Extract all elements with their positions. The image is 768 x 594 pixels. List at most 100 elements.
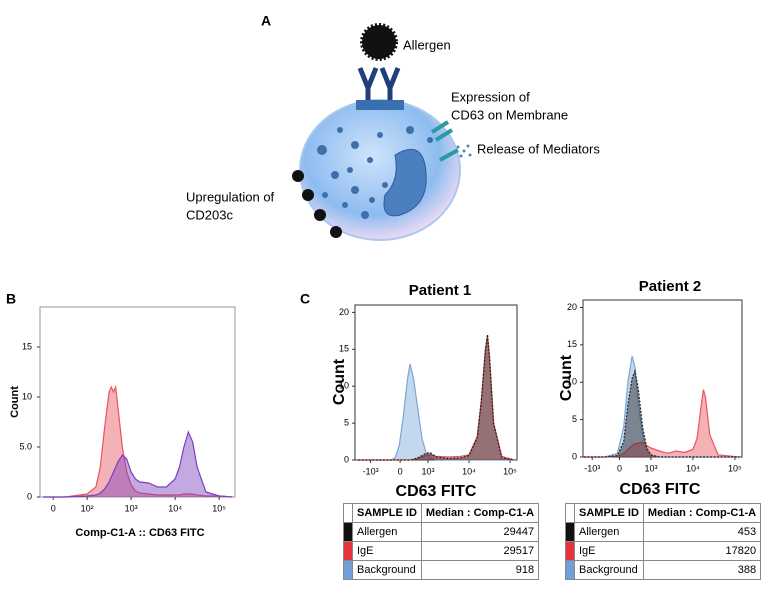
x-tick-label: 0: [51, 503, 56, 513]
median-value: 918: [420, 560, 540, 580]
annotation: Allergen: [403, 37, 451, 52]
sample-id: Background: [352, 560, 422, 580]
y-tick-label: 0: [344, 454, 349, 464]
x-tick-label: 10⁵: [503, 466, 517, 476]
header-cell: Median : Comp-C1-A: [420, 503, 540, 523]
x-axis-label: CD63 FITC: [396, 483, 477, 500]
panel-label: C: [300, 291, 310, 307]
table-row: Background 388: [565, 560, 762, 580]
table-row: IgE 17820: [565, 541, 762, 561]
mediators: [456, 144, 472, 158]
table-row: Background 918: [343, 560, 540, 580]
median-value: 17820: [642, 541, 762, 561]
color-swatch: [565, 541, 575, 561]
header-row: SAMPLE ID Median : Comp-C1-A: [565, 503, 762, 523]
y-tick-label: 5: [344, 417, 349, 427]
y-tick-label: 10: [22, 391, 32, 401]
sample-id: IgE: [574, 541, 644, 561]
y-tick-label: 0: [572, 451, 577, 461]
median-value: 388: [642, 560, 762, 580]
color-swatch: [343, 522, 353, 542]
table-row: Allergen 453: [565, 522, 762, 542]
y-tick-label: 20: [339, 307, 349, 317]
y-axis-label: Count: [9, 386, 21, 418]
plot-frame: [582, 299, 743, 458]
y-tick-label: 15: [339, 344, 349, 354]
median-value: 453: [642, 522, 762, 542]
granules: [317, 126, 433, 219]
x-tick-label: 10³: [644, 463, 657, 473]
sample-id: Background: [574, 560, 644, 580]
plot-frame: [39, 306, 236, 498]
x-tick-label: 10⁴: [462, 466, 476, 476]
ige-antibody: [357, 67, 401, 110]
table-row: IgE 29517: [343, 541, 540, 561]
header-row: SAMPLE ID Median : Comp-C1-A: [343, 503, 540, 523]
y-tick-label: 5: [572, 414, 577, 424]
receptor: [356, 100, 404, 110]
histogram-fill: [583, 389, 740, 457]
y-tick-label: 0: [27, 491, 32, 501]
histogram-fill: [43, 432, 233, 497]
y-tick-label: 20: [567, 302, 577, 312]
cd63: [430, 120, 459, 162]
plot-frame: [354, 304, 518, 461]
header-cell: SAMPLE ID: [574, 503, 644, 523]
panel-label: A: [261, 13, 271, 29]
chart-title: Patient 2: [639, 278, 702, 295]
cell-diagram: [292, 23, 472, 241]
x-tick-label: 10⁴: [168, 503, 182, 513]
x-tick-label: 10⁵: [212, 503, 226, 513]
x-tick-label: 0: [398, 466, 403, 476]
sample-id: Allergen: [574, 522, 644, 542]
histogram-line: [583, 368, 740, 458]
annotation: Release of Mediators: [477, 141, 600, 156]
table-row: Allergen 29447: [343, 522, 540, 542]
median-value: 29447: [420, 522, 540, 542]
y-tick-label: 10: [339, 381, 349, 391]
x-axis-label: CD63 FITC: [620, 481, 701, 498]
x-tick-label: 10⁵: [728, 463, 742, 473]
header-cell: SAMPLE ID: [352, 503, 422, 523]
median-table: SAMPLE ID Median : Comp-C1-A Allergen 29447…: [343, 503, 540, 580]
y-tick-label: 15: [567, 339, 577, 349]
color-swatch: [343, 560, 353, 580]
nucleus: [383, 148, 427, 217]
annotation: Upregulation of: [186, 189, 275, 204]
x-tick-label: 10⁴: [686, 463, 700, 473]
histogram-line: [43, 384, 233, 498]
color-swatch: [343, 541, 353, 561]
annotation: CD63 on Membrane: [451, 107, 568, 122]
panel-label: B: [6, 291, 16, 307]
histogram-fill: [358, 336, 515, 460]
x-tick-label: -10³: [363, 466, 379, 476]
cd203c: [292, 170, 342, 238]
y-axis-label: Count: [331, 358, 348, 405]
header-cell: Median : Comp-C1-A: [642, 503, 762, 523]
x-tick-label: -10³: [584, 463, 600, 473]
histogram-line: [358, 363, 515, 461]
color-swatch: [565, 560, 575, 580]
x-tick-label: 10²: [81, 503, 94, 513]
y-axis-label: Count: [558, 354, 575, 401]
annotation: Expression of: [451, 89, 530, 104]
histogram-line: [43, 430, 233, 498]
x-tick-label: 10³: [125, 503, 138, 513]
swatch-header: [343, 503, 353, 523]
histogram-fill: [358, 334, 515, 460]
x-axis-label: Comp-C1-A :: CD63 FITC: [75, 527, 204, 539]
median-value: 29517: [420, 541, 540, 561]
x-tick-label: 0: [617, 463, 622, 473]
sample-id: IgE: [352, 541, 422, 561]
chart-title: Patient 1: [409, 282, 472, 299]
sample-id: Allergen: [352, 522, 422, 542]
histogram-line: [583, 389, 740, 458]
x-tick-label: 10³: [421, 466, 434, 476]
color-swatch: [565, 522, 575, 542]
swatch-header: [565, 503, 575, 523]
y-tick-label: 10: [567, 377, 577, 387]
median-table: SAMPLE ID Median : Comp-C1-A Allergen 453 Ig…: [565, 503, 762, 580]
allergen-icon: [360, 23, 398, 61]
